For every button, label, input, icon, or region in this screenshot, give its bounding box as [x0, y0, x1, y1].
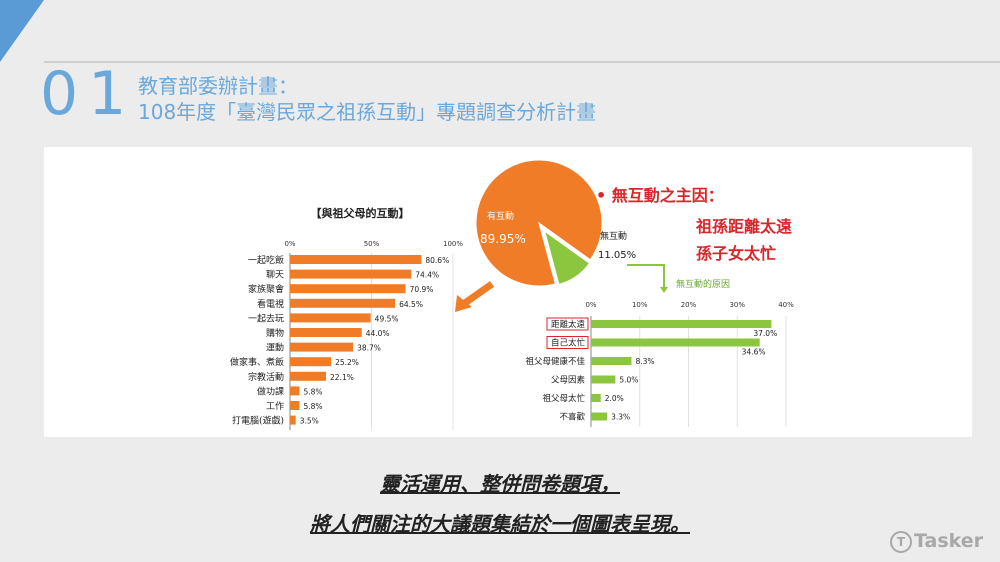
left-bar [290, 269, 412, 279]
left-bar [290, 313, 371, 323]
slide-title-line2: 108年度「臺灣民眾之祖孫互動」專題調查分析計畫 [138, 100, 597, 124]
right-bar [591, 375, 616, 384]
left-x-tick: 0% [284, 240, 295, 248]
right-bar [591, 338, 760, 347]
annotation-label: • 無互動之主因： [596, 186, 724, 205]
left-value-label: 74.4% [415, 271, 439, 280]
pie-slice-value: 11.05% [598, 250, 636, 261]
left-category-label: 一起吃飯 [248, 254, 284, 266]
left-category-label: 家族聚會 [248, 283, 284, 295]
left-value-label: 5.8% [303, 387, 322, 396]
left-value-label: 80.6% [425, 256, 449, 265]
right-bar [591, 394, 601, 402]
right-x-tick: 40% [778, 301, 794, 309]
pie-slice-name: 無互動 [600, 230, 627, 242]
left-category-label: 看電視 [257, 298, 284, 310]
logo-text: Tasker [914, 530, 984, 552]
right-x-tick: 20% [681, 301, 697, 309]
right-x-tick: 30% [729, 301, 745, 309]
right-category-label: 距離太遠 [551, 319, 586, 330]
right-x-tick: 10% [632, 301, 648, 309]
right-value-label: 5.0% [619, 376, 638, 385]
right-value-label: 37.0% [753, 329, 777, 338]
left-category-label: 打電腦(遊戲) [232, 415, 284, 427]
left-category-label: 聊天 [266, 269, 284, 281]
left-bar [290, 371, 327, 381]
right-bar [591, 357, 632, 365]
pie-slice [475, 159, 603, 287]
highlight-box [546, 336, 589, 349]
left-value-label: 64.5% [399, 300, 423, 309]
right-bar [591, 412, 608, 421]
right-x-tick: 0% [585, 301, 596, 309]
left-value-label: 3.5% [300, 417, 319, 426]
left-value-label: 38.7% [357, 344, 381, 353]
right-value-label: 3.3% [611, 413, 630, 422]
chart-panel: 【與祖父母的互動】 0% 50% 100% 一起吃飯 80.6% 聊天 74.4% 家族聚會… [44, 147, 972, 437]
right-bar [591, 320, 772, 328]
chart-figure: 【與祖父母的互動】 0% 50% 100% 一起吃飯 80.6% 聊天 74.4% 家族聚會… [230, 159, 794, 431]
caption-line2: 將人們關注的大議題集結於一個圖表呈現。 [310, 512, 690, 536]
left-category-label: 購物 [266, 327, 284, 339]
annotation-reason1: 祖孫距離太遠 [695, 217, 792, 236]
left-value-label: 70.9% [410, 285, 434, 294]
left-value-label: 22.1% [330, 373, 354, 382]
right-value-label: 34.6% [742, 348, 766, 357]
left-bar [290, 328, 362, 337]
left-chart-title: 【與祖父母的互動】 [311, 206, 410, 220]
left-category-label: 做功課 [257, 385, 284, 397]
pie-slice [543, 230, 591, 285]
left-category-label: 工作 [266, 400, 284, 412]
pie-slice-name: 有互動 [487, 210, 514, 222]
left-value-label: 44.0% [366, 329, 390, 338]
slide-number: 01 [40, 59, 137, 129]
header-divider [44, 61, 1000, 63]
green-arrowhead-icon [660, 287, 668, 293]
corner-accent [0, 0, 44, 62]
orange-arrowhead-icon [455, 295, 472, 312]
right-category-label: 自己太忙 [551, 338, 586, 349]
tasker-logo-icon: T [890, 530, 912, 553]
left-bar [290, 342, 354, 352]
right-category-label: 不喜歡 [559, 412, 585, 423]
right-value-label: 8.3% [635, 357, 654, 366]
pie-slice-value: 89.95% [480, 232, 526, 246]
right-category-label: 父母因素 [551, 375, 586, 386]
left-x-tick: 50% [364, 240, 380, 248]
slide-title-line1: 教育部委辦計畫： [138, 74, 298, 98]
left-category-label: 一起去玩 [248, 312, 284, 324]
right-value-label: 2.0% [605, 394, 624, 403]
left-bar [290, 357, 332, 367]
left-category-label: 運動 [266, 343, 284, 354]
left-bar [290, 401, 300, 410]
left-value-label: 5.8% [303, 402, 322, 411]
left-bar [290, 255, 422, 264]
right-category-label: 祖父母健康不佳 [525, 356, 585, 367]
tasker-logo: T Tasker [890, 530, 983, 553]
right-category-label: 祖父母太忙 [542, 393, 585, 404]
left-category-label: 做家事、煮飯 [230, 356, 284, 368]
annotation-reason2: 孫子女太忙 [696, 244, 776, 263]
left-value-label: 25.2% [335, 358, 359, 367]
left-bar [290, 284, 406, 294]
left-value-label: 49.5% [375, 314, 399, 323]
orange-arrow-icon [459, 281, 495, 308]
green-arrow-icon [627, 264, 665, 289]
right-chart-title: 無互動的原因 [676, 278, 730, 290]
left-x-tick: 100% [443, 240, 463, 248]
left-bar [290, 298, 396, 308]
caption-line1: 靈活運用、整併問卷題項， [380, 472, 620, 496]
left-category-label: 宗教活動 [248, 371, 284, 383]
highlight-box [546, 317, 589, 331]
left-bar [290, 415, 296, 425]
left-bar [290, 386, 300, 396]
